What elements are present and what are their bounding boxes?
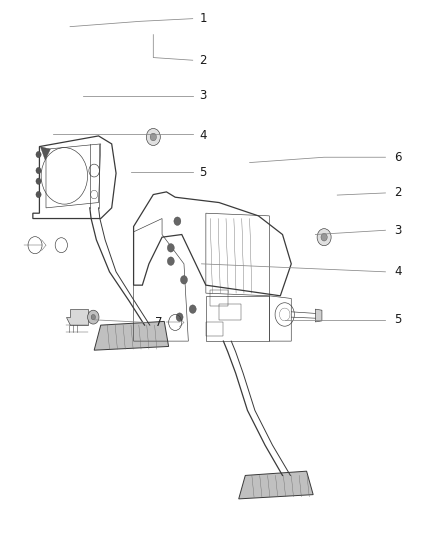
Circle shape (146, 128, 160, 146)
Circle shape (317, 229, 331, 246)
Polygon shape (239, 471, 313, 499)
Polygon shape (66, 309, 88, 325)
Circle shape (189, 305, 196, 313)
Polygon shape (40, 147, 50, 160)
Text: 6: 6 (394, 151, 402, 164)
Circle shape (174, 217, 181, 225)
Circle shape (167, 257, 174, 265)
Circle shape (180, 276, 187, 284)
Text: 5: 5 (394, 313, 402, 326)
Text: 2: 2 (394, 187, 402, 199)
Text: 5: 5 (199, 166, 207, 179)
Circle shape (167, 244, 174, 252)
Circle shape (36, 167, 41, 174)
Circle shape (176, 313, 183, 321)
Text: 4: 4 (199, 130, 207, 142)
Circle shape (88, 310, 99, 324)
Polygon shape (94, 321, 169, 350)
Circle shape (36, 178, 41, 184)
Circle shape (150, 133, 156, 141)
Text: 7: 7 (155, 316, 163, 329)
Text: 1: 1 (199, 12, 207, 25)
Polygon shape (315, 309, 322, 322)
Text: 4: 4 (394, 265, 402, 278)
Text: 2: 2 (199, 54, 207, 67)
Circle shape (36, 151, 41, 158)
Text: 3: 3 (199, 90, 207, 102)
Circle shape (36, 191, 41, 198)
Circle shape (91, 314, 95, 320)
Text: 3: 3 (394, 224, 402, 237)
Circle shape (321, 233, 327, 241)
